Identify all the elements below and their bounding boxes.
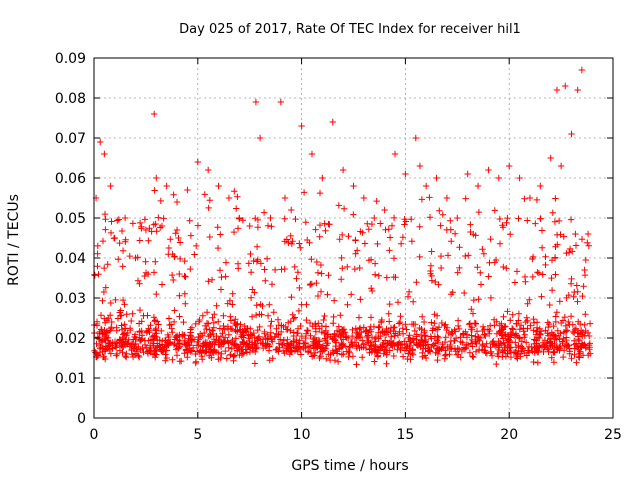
scatter-point (153, 174, 160, 182)
scatter-point (308, 150, 316, 158)
scatter-point (474, 182, 482, 190)
plot-frame (93, 57, 614, 419)
scatter-point (142, 226, 150, 234)
x-tick-label: 10 (293, 427, 311, 443)
scatter-point (101, 150, 108, 158)
scatter-point (422, 182, 430, 190)
y-tick-label: 0.03 (55, 291, 86, 307)
y-tick-label: 0.01 (55, 371, 86, 387)
scatter-point (163, 182, 170, 190)
scatter-point (391, 150, 399, 158)
scatter-point (225, 194, 233, 202)
scatter-point (97, 138, 104, 146)
scatter-point (574, 86, 581, 94)
scatter-point (568, 130, 575, 138)
scatter-point (215, 182, 222, 190)
x-tick-label: 15 (396, 427, 414, 443)
scatter-point (537, 182, 544, 190)
scatter-point (371, 214, 378, 222)
scatter-point (350, 182, 357, 190)
scatter-point (184, 186, 191, 194)
x-axis-ticks: 0 5 10 15 20 25 (90, 58, 622, 443)
x-tick-label: 20 (500, 427, 518, 443)
y-tick-label: 0 (77, 411, 86, 427)
y-tick-label: 0.08 (55, 91, 86, 107)
scatter-point (562, 82, 569, 90)
scatter-point (547, 154, 554, 162)
scatter-point (107, 182, 114, 190)
scatter-point (454, 214, 461, 222)
scatter-point (416, 162, 424, 170)
scatter-point (360, 194, 368, 202)
scatter-point (464, 170, 471, 178)
scatter-point (339, 166, 347, 174)
scatter-point (526, 194, 534, 202)
scatter-point-cloud (91, 187, 594, 368)
scatter-point (557, 162, 565, 170)
scatter-point (277, 98, 285, 106)
scatter-points (91, 66, 594, 368)
y-tick-label: 0.04 (55, 251, 86, 267)
scatter-point (204, 166, 212, 174)
scatter-point (329, 118, 336, 126)
scatter-point (111, 234, 118, 242)
scatter-point (433, 174, 440, 182)
x-tick-label: 25 (604, 427, 622, 443)
scatter-point (402, 170, 409, 178)
scatter-point (288, 206, 295, 214)
scatter-point (132, 254, 139, 262)
scatter-point (173, 198, 181, 206)
scatter-point (578, 66, 586, 74)
scatter-point (281, 194, 289, 202)
scatter-point (516, 174, 523, 182)
x-tick-label: 5 (193, 427, 202, 443)
scatter-point (267, 214, 274, 222)
chart-title: Day 025 of 2017, Rate Of TEC Index for r… (179, 22, 521, 37)
y-tick-label: 0.09 (55, 51, 86, 67)
scatter-point (443, 194, 451, 202)
scatter-point (236, 214, 243, 222)
scatter-point (506, 162, 513, 170)
y-axis-label: ROTI / TECUs (6, 194, 22, 286)
y-tick-label: 0.02 (55, 331, 86, 347)
scatter-point (194, 158, 201, 166)
scatter-point (256, 134, 264, 142)
x-tick-label: 0 (90, 427, 99, 443)
scatter-point (246, 222, 253, 230)
scatter-point (121, 214, 129, 222)
scatter-point (151, 110, 158, 118)
y-tick-label: 0.06 (55, 171, 86, 187)
y-tick-label: 0.07 (55, 131, 86, 147)
y-tick-label: 0.05 (55, 211, 86, 227)
scatter-point (381, 206, 388, 214)
scatter-point (584, 230, 592, 238)
y-axis-ticks: 0 0.01 0.02 0.03 0.04 0.05 0.06 0.07 0.08 0.09 (55, 51, 613, 427)
scatter-point (485, 166, 492, 174)
scatter-point (319, 174, 326, 182)
x-axis-label: GPS time / hours (291, 458, 408, 474)
scatter-point (495, 174, 503, 182)
scatter-point (412, 134, 419, 142)
scatter-point (252, 98, 260, 106)
scatter-point (298, 122, 305, 130)
scatter-point (553, 86, 561, 94)
